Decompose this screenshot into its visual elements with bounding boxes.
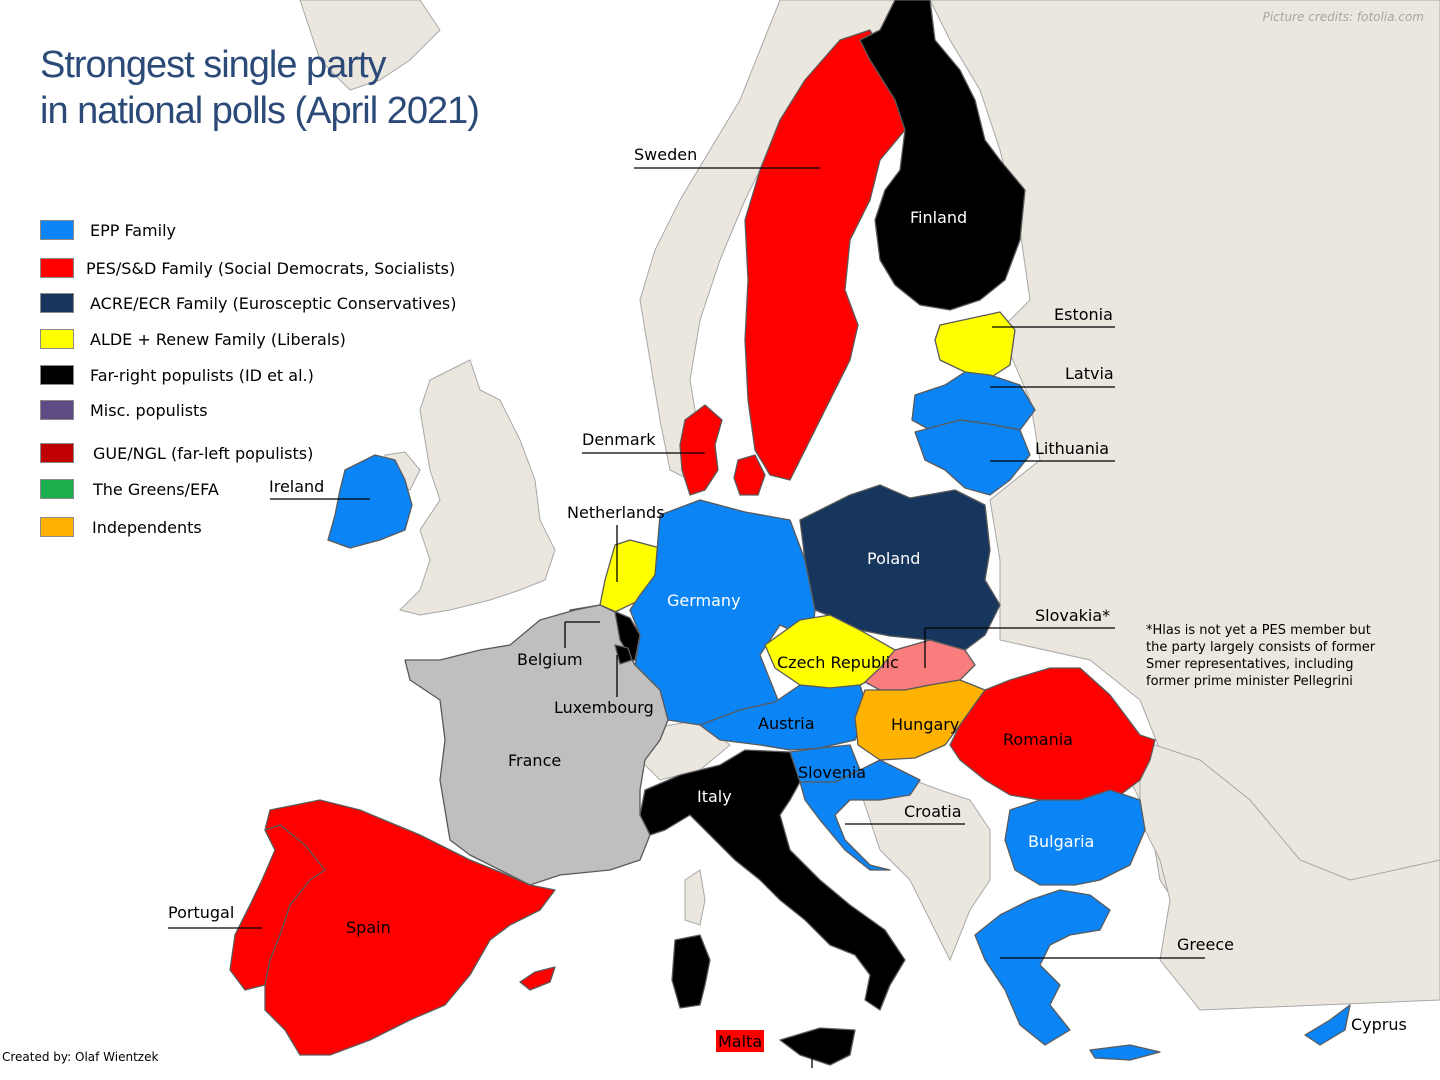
label-bulgaria: Bulgaria [1028,832,1094,851]
label-poland: Poland [867,549,920,568]
legend-item-ecr: ACRE/ECR Family (Eurosceptic Conservativ… [40,293,457,313]
country-estonia [934,311,1016,379]
legend-swatch [40,479,74,499]
country-luxembourg [614,644,633,665]
country-denmark-island [733,454,766,496]
country-cyprus [1304,1004,1351,1046]
legend-label: Misc. populists [90,400,208,420]
legend-label: ALDE + Renew Family (Liberals) [90,329,346,349]
legend-item-pes: PES/S&D Family (Social Democrats, Social… [40,258,455,278]
country-ireland [327,454,413,549]
legend-swatch [40,365,74,385]
legend-item-gue-ngl: GUE/NGL (far-left populists) [40,443,313,463]
map-title-line-1: Strongest single party [40,44,387,86]
legend-swatch [40,400,74,420]
country-greece [974,889,1111,1046]
legend-item-independents: Independents [40,517,202,537]
legend-item-alde: ALDE + Renew Family (Liberals) [40,329,346,349]
label-ireland: Ireland [269,477,324,496]
label-finland: Finland [910,208,967,227]
label-estonia: Estonia [1054,305,1113,324]
legend-label: Independents [92,517,202,537]
country-italy-sardinia [671,934,711,1009]
legend-swatch [40,443,74,463]
country-portugal [229,824,326,991]
label-hungary: Hungary [891,715,959,734]
legend-label: PES/S&D Family (Social Democrats, Social… [86,258,456,278]
label-germany: Germany [667,591,741,610]
country-italy-sicily [779,1027,856,1066]
map-title-line-2: in national polls (April 2021) [40,90,480,132]
malta-marker [716,1030,764,1052]
legend-swatch [40,258,74,278]
label-sweden: Sweden [634,145,697,164]
legend-swatch [40,293,74,313]
label-croatia: Croatia [904,802,962,821]
map-title: Strongest single party in national polls… [40,42,480,134]
legend-item-epp: EPP Family [40,220,176,240]
legend-item-greens: The Greens/EFA [40,479,219,499]
country-italy [639,749,906,1011]
country-finland [859,0,1026,311]
legend-label: The Greens/EFA [93,479,219,499]
label-portugal: Portugal [168,903,234,922]
eu-countries [229,0,1351,1066]
country-lithuania [914,419,1031,496]
country-france [404,604,669,886]
legend-label: GUE/NGL (far-left populists) [93,443,314,463]
country-labels: Sweden Finland Estonia Latvia Lithuania … [168,145,1407,1051]
legend-item-far-right: Far-right populists (ID et al.) [40,365,314,385]
country-hungary [854,679,986,761]
label-france: France [508,751,561,770]
label-austria: Austria [758,714,815,733]
label-czech: Czech Republic [777,653,899,672]
slovakia-footnote: *Hlas is not yet a PES member but the pa… [1146,623,1376,689]
country-spain-islands [519,966,556,991]
legend-swatch [40,517,74,537]
legend-item-misc-populists: Misc. populists [40,400,208,420]
country-greece-crete [1089,1044,1161,1061]
legend-swatch [40,329,74,349]
label-italy: Italy [697,787,732,806]
label-latvia: Latvia [1065,364,1114,383]
legend-swatch [40,220,74,240]
country-croatia [799,759,921,871]
legend-label: Far-right populists (ID et al.) [90,365,314,385]
label-slovenia: Slovenia [798,763,866,782]
label-belgium: Belgium [517,650,583,669]
label-netherlands: Netherlands [567,503,665,522]
label-lithuania: Lithuania [1035,439,1109,458]
label-spain: Spain [346,918,391,937]
label-luxembourg: Luxembourg [554,698,654,717]
country-bulgaria [1004,789,1146,886]
country-denmark [679,404,723,496]
created-by: Created by: Olaf Wientzek [2,1050,159,1064]
label-romania: Romania [1003,730,1073,749]
label-cyprus: Cyprus [1351,1015,1407,1034]
label-denmark: Denmark [582,430,656,449]
label-malta: Malta [718,1032,762,1051]
country-romania [949,667,1156,801]
leader-lines [168,167,1205,1068]
label-slovakia: Slovakia* [1035,606,1110,625]
legend-label: EPP Family [90,220,176,240]
non-eu-land [299,0,1440,1011]
picture-credits: Picture credits: fotolia.com [1262,10,1424,24]
legend-label: ACRE/ECR Family (Eurosceptic Conservativ… [90,293,457,313]
label-greece: Greece [1177,935,1234,954]
